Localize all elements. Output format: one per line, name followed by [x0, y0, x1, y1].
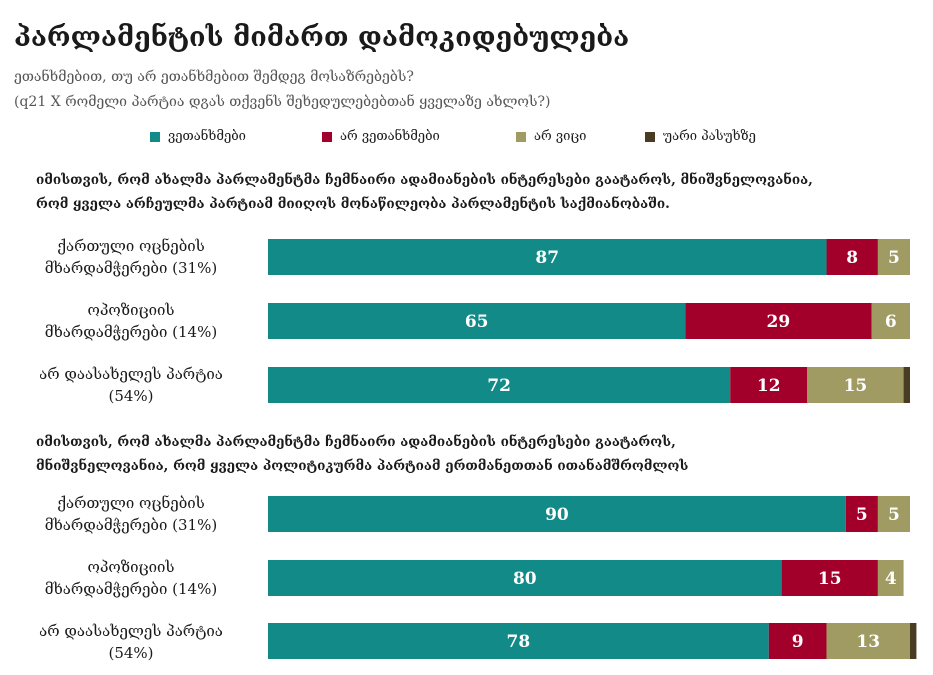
bar-segment-s1-r2-disagree [685, 303, 872, 339]
legend: ვეთანხმები არ ვეთანხმები არ ვიცი უარი პა… [0, 129, 933, 149]
data-label-s1-r2-disagree: 29 [767, 312, 791, 332]
bar-segment-s1-r1-agree [268, 239, 827, 275]
data-label-s2-r3-disagree: 9 [792, 632, 804, 652]
bar-segment-s2-r3-agree [268, 623, 769, 659]
row-label-s1-r3-line1: არ დაასახელეს პარტია [39, 365, 223, 383]
data-label-s1-r3-dont-know: 15 [844, 376, 868, 396]
row-label-s1-r1-line1: ქართული ოცნების [57, 237, 205, 255]
data-label-s1-r1-agree: 87 [535, 248, 559, 268]
data-label-s2-r2-dont-know: 4 [885, 569, 897, 589]
data-label-s2-r3-agree: 78 [507, 632, 531, 652]
row-label-s1-r3-line2: (54%) [108, 387, 154, 405]
bar-segment-s1-r2-dont-know [871, 303, 910, 339]
legend-label-refused: უარი პასუხზე [663, 129, 756, 144]
section-1-heading: იმისთვის, რომ ახალმა პარლამენტმა ჩემნაირ… [36, 168, 916, 216]
data-label-s2-r2-disagree: 15 [818, 569, 842, 589]
bar-segment-s2-r1-agree [268, 496, 846, 532]
data-label-s1-r3-agree: 72 [487, 376, 511, 396]
data-label-s2-r3-dont-know: 13 [856, 632, 880, 652]
section-1-heading-line2: რომ ყველა არჩეულმა პარტიამ მიიღოს მონაწი… [36, 196, 670, 212]
chart-subtitle-question: ეთანხმებით, თუ არ ეთანხმებით შემდეგ მოსა… [14, 69, 414, 85]
section-2-heading: იმისთვის, რომ ახალმა პარლამენტმა ჩემნაირ… [36, 430, 916, 478]
data-label-s2-r1-dont-know: 5 [888, 505, 900, 525]
bar-segment-s1-r3-refused [903, 367, 910, 403]
data-label-s1-r1-dont-know: 5 [888, 248, 900, 268]
legend-swatch-dont-know [516, 131, 526, 142]
bar-segment-s2-r3-disagree [768, 623, 827, 659]
row-label-s2-r3: არ დაასახელეს პარტია (54%) [0, 620, 262, 664]
legend-item-disagree: არ ვეთანხმები [322, 129, 440, 144]
chart-title: პარლამენტის მიმართ დამოკიდებულება [14, 22, 630, 53]
legend-swatch-agree [150, 131, 160, 142]
row-label-s2-r1: ქართული ოცნების მხარდამჭერები (31%) [0, 492, 262, 536]
row-label-s2-r3-line2: (54%) [108, 644, 154, 662]
row-label-s2-r2: ოპოზიციის მხარდამჭერები (14%) [0, 556, 262, 600]
legend-label-agree: ვეთანხმები [168, 129, 246, 144]
data-label-s1-r2-dont-know: 6 [885, 312, 897, 332]
bar-segment-s2-r2-dont-know [877, 560, 904, 596]
bar-segment-s1-r2-agree [268, 303, 686, 339]
bar-segment-s2-r2-agree [268, 560, 782, 596]
row-label-s1-r1: ქართული ოცნების მხარდამჭერები (31%) [0, 235, 262, 279]
section-2-heading-line2: მნიშვნელოვანია, რომ ყველა პოლიტიკურმა პა… [36, 458, 689, 474]
legend-item-refused: უარი პასუხზე [645, 129, 756, 144]
chart-subtitle-crosstab: (q21 X რომელი პარტია დგას თქვენს შეხედულ… [14, 94, 551, 110]
bar-segment-s1-r1-disagree [826, 239, 878, 275]
row-label-s1-r1-line2: მხარდამჭერები (31%) [44, 259, 218, 277]
row-label-s1-r2-line2: მხარდამჭერები (14%) [44, 323, 218, 341]
data-label-s2-r1-disagree: 5 [856, 505, 868, 525]
legend-label-dont-know: არ ვიცი [534, 129, 587, 144]
row-label-s2-r1-line1: ქართული ოცნების [57, 494, 205, 512]
bar-segment-s2-r3-dont-know [826, 623, 910, 659]
legend-item-dont-know: არ ვიცი [516, 129, 586, 144]
data-label-s1-r3-disagree: 12 [757, 376, 781, 396]
bar-segment-s2-r3-refused [910, 623, 917, 659]
data-label-s1-r1-disagree: 8 [846, 248, 858, 268]
bar-segment-s1-r3-disagree [730, 367, 808, 403]
row-label-s2-r2-line2: მხარდამჭერები (14%) [44, 580, 218, 598]
bar-segment-s1-r3-agree [268, 367, 731, 403]
bar-segment-s1-r1-dont-know [877, 239, 910, 275]
section-1-heading-line1: იმისთვის, რომ ახალმა პარლამენტმა ჩემნაირ… [36, 172, 813, 188]
data-label-s1-r2-agree: 65 [465, 312, 489, 332]
row-label-s2-r3-line1: არ დაასახელეს პარტია [39, 622, 223, 640]
row-label-s1-r3: არ დაასახელეს პარტია (54%) [0, 363, 262, 407]
row-label-s2-r1-line2: მხარდამჭერები (31%) [44, 516, 218, 534]
legend-item-agree: ვეთანხმები [150, 129, 246, 144]
bar-segment-s2-r2-disagree [781, 560, 878, 596]
row-label-s2-r2-line1: ოპოზიციის [87, 558, 175, 576]
row-label-s1-r2: ოპოზიციის მხარდამჭერები (14%) [0, 299, 262, 343]
legend-label-disagree: არ ვეთანხმები [340, 129, 440, 144]
bar-segment-s1-r3-dont-know [807, 367, 904, 403]
row-label-s1-r2-line1: ოპოზიციის [87, 301, 175, 319]
section-2-heading-line1: იმისთვის, რომ ახალმა პარლამენტმა ჩემნაირ… [36, 434, 676, 450]
bar-segment-s2-r1-dont-know [877, 496, 910, 532]
data-label-s2-r1-agree: 90 [545, 505, 569, 525]
legend-swatch-refused [645, 131, 655, 142]
legend-swatch-disagree [322, 131, 332, 142]
bar-segment-s2-r1-disagree [845, 496, 878, 532]
data-label-s2-r2-agree: 80 [513, 569, 537, 589]
